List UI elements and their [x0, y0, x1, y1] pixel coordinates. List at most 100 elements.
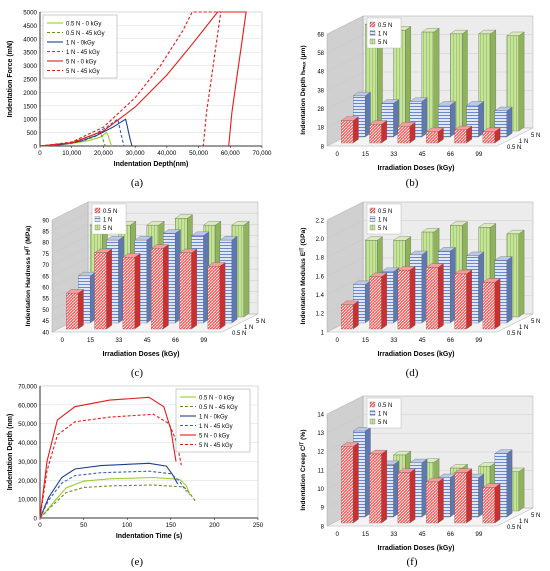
- bar: [482, 487, 495, 524]
- bar-side: [191, 248, 197, 330]
- y-tick-label: 58: [317, 51, 324, 57]
- bar-side: [409, 266, 416, 330]
- depth-label: 1 N: [519, 139, 528, 145]
- bar-side: [409, 468, 416, 524]
- series-line: [39, 462, 179, 519]
- legend-swatch: [369, 207, 376, 214]
- bar-side: [518, 229, 525, 318]
- x-tick-label: 15: [362, 531, 369, 538]
- y-tick-label: 2.0: [316, 237, 325, 243]
- y-gridline-side: [51, 201, 89, 221]
- depth-label: 5 N: [531, 133, 540, 139]
- legend-swatch: [369, 21, 376, 28]
- depth-label: 0.5 N: [507, 331, 521, 337]
- y-tick-label: 40,000: [18, 440, 37, 447]
- bar-side: [518, 467, 525, 512]
- x-tick-label: 100: [122, 522, 133, 529]
- chart-a: 0 500 1000 1500 2000 2500 3000 3500 4000 4500 5000…: [7, 10, 272, 169]
- depth-label: 5 N: [531, 319, 540, 325]
- legend-label: 1 N - 45 kGy: [199, 424, 233, 430]
- bar: [341, 304, 354, 330]
- x-tick-label: 40,000: [157, 150, 176, 157]
- y-tick-label: 1: [321, 330, 325, 336]
- bar-side: [506, 106, 513, 138]
- caption-e: (e): [130, 556, 144, 568]
- x-tick-label: 66: [447, 531, 454, 538]
- x-tick-label: 200: [209, 522, 220, 529]
- y-tick-label: 1.2: [316, 312, 325, 318]
- legend-swatch: [369, 38, 376, 45]
- y-gridline-side: [326, 34, 364, 53]
- x-tick-label: 30,000: [126, 150, 145, 157]
- x-tick-label: 33: [390, 151, 397, 158]
- y-tick-label: 1000: [23, 117, 37, 124]
- bar: [151, 248, 164, 330]
- bar: [397, 472, 410, 524]
- y-gridline-side: [326, 257, 364, 277]
- y-tick-label: 75: [42, 252, 49, 258]
- y-tick-label: 12: [317, 450, 324, 456]
- x-axis-label: Indentation Time (s): [116, 533, 182, 540]
- bar: [454, 129, 467, 144]
- y-tick-label: 3500: [23, 50, 37, 57]
- y-tick-label: 4500: [23, 23, 37, 30]
- x-tick-label: 99: [200, 337, 207, 344]
- y-tick-label: 65: [42, 274, 49, 280]
- legend-label: 1 N: [103, 218, 112, 224]
- series-line: [39, 131, 106, 147]
- y-gridline-side: [51, 246, 89, 265]
- bar: [94, 252, 107, 330]
- legend-label: 1 N - 0kGy: [66, 40, 95, 46]
- chart-e: 0 10,000 20,000 30,000 40,000 50,000 60,000 70,…: [7, 384, 264, 541]
- x-tick-label: 33: [390, 337, 397, 344]
- x-tick-label: 70,000: [253, 150, 272, 157]
- y-gridline-side: [326, 276, 364, 295]
- y-gridline-side: [51, 257, 89, 277]
- legend-label: 1 N: [378, 218, 387, 224]
- y-gridline-side: [326, 71, 364, 91]
- depth-label: 0.5 N: [507, 525, 521, 531]
- y-tick-label: 18: [317, 126, 324, 132]
- bar: [341, 446, 354, 524]
- bar: [454, 273, 467, 330]
- bar: [426, 131, 439, 144]
- y-tick-label: 20,000: [18, 478, 37, 485]
- y-tick-label: 50,000: [18, 421, 37, 428]
- legend-label: 5 N: [103, 226, 112, 232]
- y-tick-label: 28: [317, 107, 324, 113]
- bar: [397, 270, 410, 330]
- bar-side: [381, 272, 387, 330]
- y-tick-label: 500: [27, 130, 38, 137]
- legend-box: [42, 14, 118, 79]
- x-tick-label: 45: [419, 337, 426, 344]
- y-gridline-side: [51, 224, 89, 243]
- bar-side: [352, 116, 359, 144]
- x-tick-label: 99: [475, 337, 482, 344]
- legend-label: 0.5 N: [103, 209, 117, 215]
- y-tick-label: 13: [317, 431, 324, 437]
- bar: [482, 282, 495, 330]
- bar-side: [106, 248, 112, 330]
- y-tick-label: 1500: [23, 103, 37, 110]
- y-tick-label: 0: [34, 516, 38, 523]
- y-axis-label: Indentation Hardness Hᴵᵀ (MPa): [25, 226, 32, 327]
- legend-swatch: [94, 216, 101, 222]
- y-tick-label: 5000: [23, 10, 37, 17]
- bar: [454, 472, 467, 524]
- bar: [438, 105, 451, 138]
- x-tick-label: 50,000: [189, 150, 208, 157]
- bar: [369, 453, 382, 524]
- bar: [506, 35, 519, 132]
- series-line: [39, 11, 247, 147]
- legend-label: 0.5 N - 0 kGy: [199, 395, 234, 401]
- depth-label: 0.5 N: [232, 331, 246, 337]
- x-tick-label: 45: [144, 337, 151, 344]
- y-tick-label: 8: [321, 144, 325, 150]
- bar-side: [381, 449, 387, 524]
- bar: [426, 267, 439, 330]
- bar-side: [352, 442, 359, 524]
- x-tick-label: 10,000: [62, 150, 81, 157]
- x-axis-label: Irradiation Doses (kGy): [377, 351, 454, 358]
- y-tick-label: 60,000: [18, 402, 37, 409]
- legend-swatch: [369, 30, 376, 36]
